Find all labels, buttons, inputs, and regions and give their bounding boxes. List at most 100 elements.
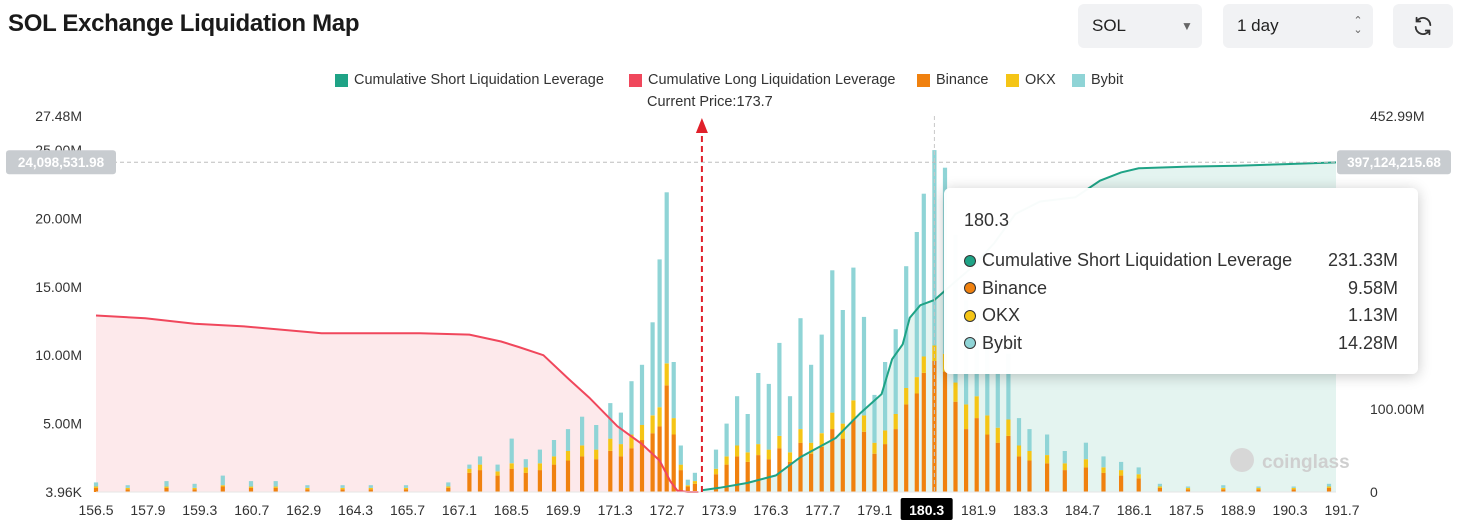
bar-okx	[861, 415, 867, 432]
tooltip-row: OKX 1.13M	[964, 302, 1398, 330]
bar-okx	[523, 467, 528, 473]
bar-bybit	[467, 464, 472, 469]
bar-okx	[248, 486, 254, 488]
bar-bybit	[1101, 456, 1106, 468]
bar-binance	[1016, 456, 1022, 492]
bar-okx	[735, 445, 740, 457]
legend-item-long[interactable]: Cumulative Long Liquidation Leverage	[629, 72, 895, 88]
bar-okx	[851, 400, 856, 420]
x-tick-label: 176.3	[753, 502, 788, 518]
bar-binance	[819, 446, 824, 492]
y-left-tick-label: 3.96K	[45, 484, 82, 500]
tooltip-row-name: Binance	[982, 277, 1048, 298]
bar-okx	[1136, 474, 1141, 479]
y-left-tick-label: 10.00M	[35, 347, 82, 363]
bar-okx	[830, 412, 835, 429]
legend-item-bybit[interactable]: Bybit	[1072, 72, 1123, 88]
x-tick-label: 181.9	[961, 502, 996, 518]
bar-bybit	[1136, 467, 1141, 475]
bar-bybit	[509, 438, 514, 464]
x-tick-label: 179.1	[857, 502, 892, 518]
bar-bybit	[851, 267, 856, 401]
bar-okx	[273, 486, 278, 488]
bar-okx	[608, 438, 613, 451]
bar-binance	[551, 464, 557, 492]
x-tick-label: 157.9	[130, 502, 165, 518]
bar-bybit	[1045, 434, 1050, 455]
y-right-tick-label: 0	[1370, 484, 1378, 500]
symbol-select[interactable]: SOL ▼	[1078, 4, 1202, 48]
bar-okx	[650, 415, 655, 434]
bar-okx	[678, 464, 683, 471]
bar-binance	[629, 448, 634, 492]
bar-binance	[1083, 467, 1088, 492]
bar-bybit	[678, 445, 683, 465]
legend-label-short: Cumulative Short Liquidation Leverage	[354, 72, 604, 88]
bar-binance	[164, 487, 169, 492]
bar-okx	[819, 433, 824, 447]
page-title: SOL Exchange Liquidation Map	[8, 10, 360, 37]
legend-swatch-bybit	[1072, 73, 1085, 87]
bar-okx	[1006, 419, 1011, 436]
bar-okx	[1083, 459, 1088, 468]
tooltip-dot-bybit	[964, 337, 976, 350]
bar-bybit	[932, 150, 937, 346]
x-tick-label: 164.3	[338, 502, 373, 518]
bar-okx	[340, 487, 345, 490]
bar-bybit	[273, 481, 278, 487]
bar-binance	[523, 472, 528, 492]
bar-bybit	[766, 383, 771, 450]
bar-okx	[580, 445, 585, 457]
bar-binance	[495, 475, 500, 492]
bar-binance	[1291, 489, 1296, 492]
x-tick-label: 186.1	[1117, 502, 1152, 518]
legend-item-short[interactable]: Cumulative Short Liquidation Leverage	[335, 72, 604, 88]
bar-binance	[580, 456, 585, 492]
bar-bybit	[777, 342, 782, 436]
bar-binance	[942, 371, 948, 492]
refresh-button[interactable]	[1393, 4, 1453, 48]
bar-okx	[664, 363, 669, 386]
bar-okx	[1157, 486, 1162, 488]
bar-bybit	[840, 310, 845, 424]
bar-bybit	[985, 338, 990, 416]
bar-okx	[164, 486, 169, 488]
legend-item-okx[interactable]: OKX	[1006, 72, 1056, 88]
bar-bybit	[608, 403, 613, 439]
bar-bybit	[756, 373, 761, 445]
y-left-tick-label: 5.00M	[43, 416, 82, 432]
bar-binance	[1185, 489, 1191, 492]
x-tick-label: 177.7	[805, 502, 840, 518]
legend-swatch-short	[335, 73, 348, 87]
bar-okx	[964, 404, 969, 429]
bar-bybit	[403, 485, 409, 488]
legend-item-binance[interactable]: Binance	[917, 72, 988, 88]
bar-okx	[809, 442, 814, 454]
bar-okx	[685, 485, 690, 487]
x-tick-label: 160.7	[234, 502, 269, 518]
bar-bybit	[580, 416, 585, 446]
bar-okx	[368, 487, 373, 490]
chart-tooltip: 180.3 Cumulative Short Liquidation Lever…	[944, 188, 1418, 374]
bar-binance	[1101, 472, 1106, 492]
bar-binance	[883, 444, 888, 492]
bar-binance	[1062, 470, 1067, 492]
bar-okx	[1027, 451, 1032, 461]
bar-bybit	[671, 362, 676, 419]
bar-binance	[766, 459, 771, 492]
crosshair-left-badge	[6, 150, 116, 175]
tooltip-row-name: OKX	[982, 305, 1021, 326]
tooltip-row: Bybit 14.28M	[964, 330, 1398, 358]
bar-binance	[608, 451, 613, 492]
bar-bybit	[787, 396, 793, 453]
bar-bybit	[650, 322, 655, 416]
bar-bybit	[1221, 485, 1226, 488]
bar-binance	[248, 487, 254, 492]
x-tick-label: 168.5	[494, 502, 529, 518]
x-tick-label: 190.3	[1273, 502, 1308, 518]
bar-bybit	[745, 414, 750, 453]
bar-bybit	[713, 449, 719, 469]
range-select[interactable]: 1 day ⌃ ⌄	[1223, 4, 1373, 48]
bar-okx	[1045, 455, 1050, 464]
bar-binance	[537, 470, 542, 492]
